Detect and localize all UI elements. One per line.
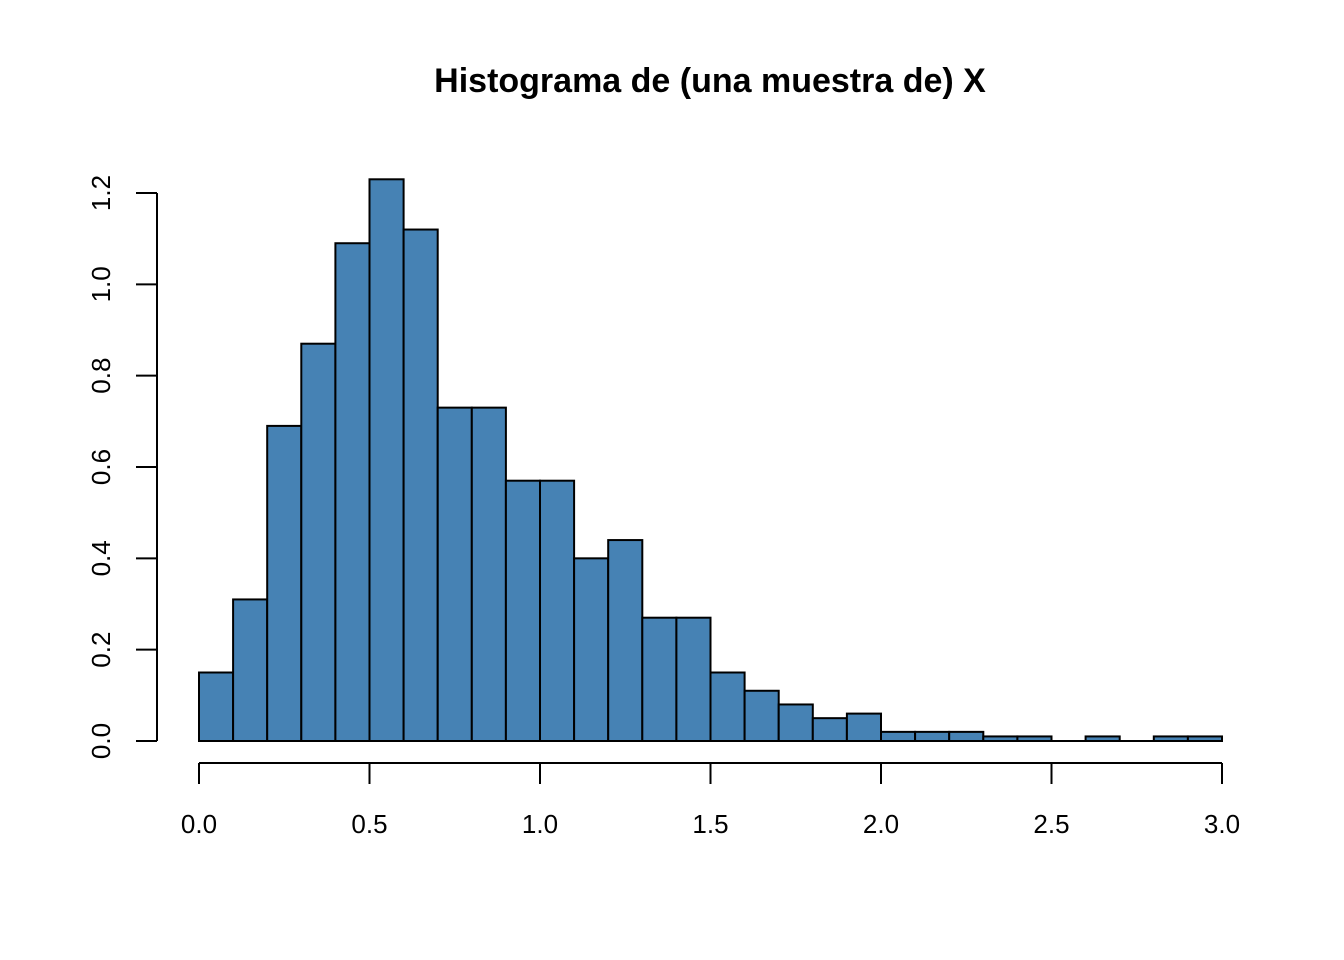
y-tick-label: 0.0 [86,723,116,759]
bars-group [198,178,1224,743]
histogram-bar [982,735,1019,743]
x-tick-label: 0.5 [351,809,387,839]
y-tick-label: 1.2 [86,175,116,211]
histogram-bar [266,424,303,742]
x-tick-label: 3.0 [1204,809,1240,839]
histogram-bar [1084,735,1121,743]
x-tick-label: 2.0 [863,809,899,839]
histogram-bar [1186,735,1224,743]
histogram-bar [743,689,780,742]
histogram-bar [539,479,576,742]
histogram-bar [880,730,917,742]
histogram-bar [607,539,644,742]
y-axis: 0.0 0.2 0.4 0.6 0.8 1.0 1.2 [86,175,158,759]
y-tick-label: 0.2 [86,632,116,668]
histogram-bar [368,178,405,743]
histogram-bar [1016,735,1053,743]
histogram-bar [504,479,541,742]
histogram-bar [675,616,712,743]
histogram-bar [470,406,507,742]
histogram-bar [811,717,848,743]
histogram-bar [709,671,746,742]
chart-title: Histograma de (una muestra de) X [434,62,986,100]
histogram-bar [1152,735,1189,743]
histogram-bar [641,616,678,743]
histogram-bar [845,712,883,742]
y-tick-label: 0.6 [86,449,116,485]
histogram-bar [777,703,814,743]
histogram-bar [436,406,473,742]
y-tick-label: 0.4 [86,540,116,576]
x-tick-label: 0.0 [181,809,217,839]
histogram-bar [402,228,439,743]
histogram-bar [232,598,269,743]
histogram-bar [914,730,951,742]
y-tick-label: 1.0 [86,266,116,302]
x-axis: 0.0 0.5 1.0 1.5 2.0 2.5 3.0 [181,762,1240,839]
x-tick-label: 1.5 [692,809,728,839]
x-tick-label: 2.5 [1033,809,1069,839]
y-tick-label: 0.8 [86,358,116,394]
histogram-bar [573,557,610,742]
histogram-bar [300,342,337,742]
histogram-bar [948,730,985,742]
x-tick-label: 1.0 [522,809,558,839]
histogram-bar [198,671,235,742]
histogram-bar [334,242,371,742]
